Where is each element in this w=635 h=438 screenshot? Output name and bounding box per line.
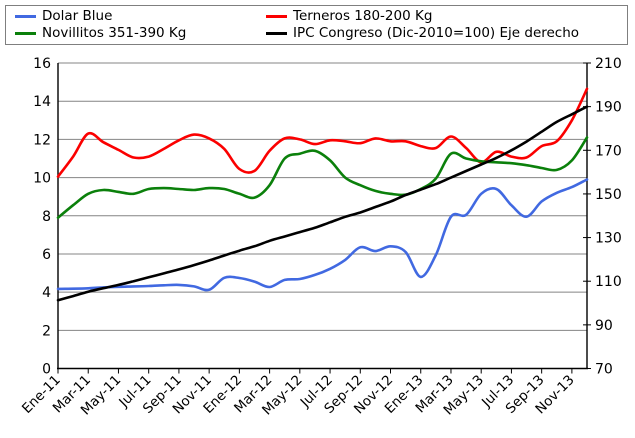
series-line-novillitos-351-390-kg (56, 136, 589, 219)
legend-item-ipc-congreso: IPC Congreso (Dic-2010=100) Eje derecho (266, 24, 579, 42)
left-axis-tick-label: 4 (42, 285, 51, 301)
right-axis-tick-label: 90 (595, 318, 613, 334)
legend-item-dolar-blue: Dolar Blue (15, 7, 112, 25)
legend-swatch-dolar-blue (15, 14, 36, 18)
legend-item-terneros: Terneros 180-200 Kg (266, 7, 432, 25)
right-axis-tick-label: 190 (595, 100, 622, 116)
legend-swatch-novillitos (15, 31, 36, 35)
legend-label-terneros: Terneros 180-200 Kg (293, 8, 433, 24)
left-axis-tick-label: 12 (33, 132, 51, 148)
right-axis-tick-label: 110 (595, 274, 622, 290)
series-line-dolar-blue (56, 178, 589, 292)
left-axis-tick-label: 8 (42, 209, 51, 225)
right-axis-tick-label: 210 (595, 56, 622, 72)
left-axis-tick-label: 16 (33, 56, 51, 72)
series-line-terneros-180-200-kg (56, 87, 589, 178)
left-axis-tick-label: 2 (42, 323, 51, 339)
legend-item-novillitos: Novillitos 351-390 Kg (15, 24, 186, 42)
right-axis-tick-label: 70 (595, 362, 613, 378)
legend-label-novillitos: Novillitos 351-390 Kg (42, 25, 187, 41)
left-axis-tick-label: 6 (42, 247, 51, 263)
right-axis-tick-label: 150 (595, 187, 622, 203)
right-axis-tick-label: 170 (595, 143, 622, 159)
left-axis-tick-label: 14 (33, 94, 51, 110)
legend-swatch-terneros (266, 14, 287, 18)
legend-swatch-ipc-congreso (266, 31, 287, 35)
left-axis-tick-label: 0 (42, 362, 51, 378)
series-line-ipc-congreso-dic-2010-100-eje-derecho (56, 105, 589, 302)
legend-label-dolar-blue: Dolar Blue (42, 8, 113, 24)
legend-label-ipc-congreso: IPC Congreso (Dic-2010=100) Eje derecho (293, 25, 580, 41)
left-axis-tick-label: 10 (33, 171, 51, 187)
legend-box: Dolar Blue Terneros 180-200 Kg Novillito… (5, 5, 628, 45)
right-axis-tick-label: 130 (595, 231, 622, 247)
